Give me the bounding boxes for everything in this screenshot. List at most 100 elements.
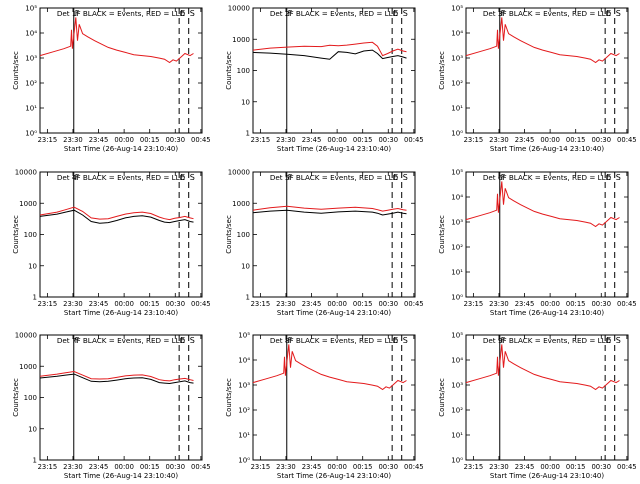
x-tick-label: 00:15 — [353, 463, 373, 471]
y-tick-label: 1 — [246, 294, 250, 302]
marker-label: S — [403, 336, 408, 345]
x-tick-label: 23:45 — [302, 463, 322, 471]
marker-label: F — [501, 9, 506, 18]
y-tick-label: 10³ — [451, 55, 463, 63]
x-tick-label: 00:45 — [404, 136, 424, 144]
x-tick-label: 00:15 — [140, 463, 160, 471]
x-tick-label: 23:15 — [38, 136, 58, 144]
x-tick-label: 00:30 — [165, 136, 185, 144]
y-tick-label: 10⁰ — [451, 130, 463, 138]
x-tick-label: 23:45 — [515, 136, 535, 144]
x-tick-label: 00:00 — [540, 136, 560, 144]
plot-frame — [465, 171, 629, 298]
x-tick-label: 00:00 — [114, 136, 134, 144]
x-axis-label: Start Time (26-Aug-14 23:10:40) — [64, 472, 178, 480]
marker-label: S — [616, 336, 621, 345]
marker-label: E — [180, 336, 185, 345]
plot-frame — [39, 334, 203, 461]
marker-label: F — [75, 9, 80, 18]
x-tick-label: 00:30 — [591, 136, 611, 144]
x-tick-label: 00:30 — [378, 463, 398, 471]
x-axis-label: Start Time (26-Aug-14 23:10:40) — [490, 309, 604, 317]
panel-8: Det 8F BLACK = Events, RED = LLD 10⁰ 10¹ 10… — [225, 332, 424, 481]
y-tick-label: 10 — [241, 262, 250, 270]
series-lld-line — [465, 344, 620, 391]
x-tick-label: 23:15 — [251, 463, 271, 471]
x-tick-label: 00:45 — [617, 463, 637, 471]
x-tick-label: 23:30 — [276, 136, 296, 144]
marker-label: F — [501, 173, 506, 182]
x-tick-label: 23:15 — [38, 300, 58, 308]
marker-label: S — [190, 336, 195, 345]
y-tick-label: 10² — [238, 407, 250, 415]
y-tick-label: 10² — [451, 80, 463, 88]
x-tick-label: 00:00 — [114, 300, 134, 308]
x-axis-label: Start Time (26-Aug-14 23:10:40) — [490, 472, 604, 480]
y-tick-label: 10³ — [451, 382, 463, 390]
x-tick-label: 00:15 — [140, 136, 160, 144]
y-tick-label: 10⁴ — [451, 194, 463, 202]
x-axis-label: Start Time (26-Aug-14 23:10:40) — [490, 145, 604, 153]
series-lld-line — [39, 17, 194, 64]
plot-frame — [465, 7, 629, 134]
y-tick-label: 10⁵ — [238, 332, 250, 340]
x-tick-label: 00:00 — [327, 136, 347, 144]
marker-label: F — [288, 173, 293, 182]
x-tick-label: 23:30 — [276, 463, 296, 471]
x-axis-label: Start Time (26-Aug-14 23:10:40) — [64, 309, 178, 317]
series-events-line — [39, 373, 194, 385]
marker-label: S — [403, 9, 408, 18]
y-tick-label: 10⁵ — [451, 5, 463, 13]
x-axis-label: Start Time (26-Aug-14 23:10:40) — [277, 309, 391, 317]
y-tick-label: 10000 — [228, 169, 250, 177]
x-tick-label: 00:00 — [114, 463, 134, 471]
x-tick-label: 00:30 — [591, 463, 611, 471]
x-tick-label: 00:00 — [540, 300, 560, 308]
marker-label: E — [606, 336, 611, 345]
y-axis-label: Counts/sec — [438, 215, 446, 254]
x-tick-label: 23:15 — [251, 136, 271, 144]
panel-9: Det 9F BLACK = Events, RED = LLD 10⁰ 10¹ 10… — [438, 332, 637, 481]
y-tick-label: 10000 — [228, 5, 250, 13]
marker-label: S — [616, 9, 621, 18]
plot-frame — [252, 334, 416, 461]
marker-label: S — [403, 173, 408, 182]
y-tick-label: 10³ — [25, 55, 37, 63]
series-lld-line — [465, 17, 620, 64]
y-tick-label: 100 — [24, 394, 37, 402]
panel-6: Det 6F BLACK = Events, RED = LLD 10⁰ 10¹ 10… — [438, 169, 637, 318]
y-tick-label: 10⁰ — [451, 457, 463, 465]
x-tick-label: 23:45 — [515, 300, 535, 308]
y-tick-label: 10⁵ — [451, 169, 463, 177]
x-tick-label: 00:30 — [591, 300, 611, 308]
marker-label: S — [190, 9, 195, 18]
marker-label: E — [180, 9, 185, 18]
x-tick-label: 23:30 — [489, 463, 509, 471]
marker-label: E — [606, 173, 611, 182]
x-axis-label: Start Time (26-Aug-14 23:10:40) — [277, 472, 391, 480]
panel-title: Det 9F BLACK = Events, RED = LLD — [483, 336, 612, 345]
x-axis-label: Start Time (26-Aug-14 23:10:40) — [64, 145, 178, 153]
marker-label: E — [393, 9, 398, 18]
x-tick-label: 23:30 — [276, 300, 296, 308]
panel-title: Det 5F BLACK = Events, RED = LLD — [270, 173, 399, 182]
x-tick-label: 00:15 — [566, 136, 586, 144]
y-axis-label: Counts/sec — [12, 215, 20, 254]
series-events-line — [39, 209, 194, 224]
x-tick-label: 23:45 — [89, 463, 109, 471]
y-tick-label: 10³ — [451, 219, 463, 227]
panel-1: Det 1F BLACK = Events, RED = LLD 10⁰ 10¹ 10… — [12, 5, 211, 154]
x-axis-label: Start Time (26-Aug-14 23:10:40) — [277, 145, 391, 153]
x-tick-label: 23:45 — [515, 463, 535, 471]
y-axis-label: Counts/sec — [225, 215, 233, 254]
x-tick-label: 00:00 — [327, 463, 347, 471]
y-tick-label: 10² — [25, 80, 37, 88]
x-tick-label: 23:30 — [489, 136, 509, 144]
x-tick-label: 23:30 — [489, 300, 509, 308]
panel-title: Det 6F BLACK = Events, RED = LLD — [483, 173, 612, 182]
y-tick-label: 10⁵ — [25, 5, 37, 13]
panel-7: Det 7F BLACK = Events, RED = LLD 1 10 100 10… — [12, 332, 211, 481]
plot-frame — [39, 171, 203, 298]
marker-label: E — [393, 336, 398, 345]
x-tick-label: 00:15 — [353, 300, 373, 308]
